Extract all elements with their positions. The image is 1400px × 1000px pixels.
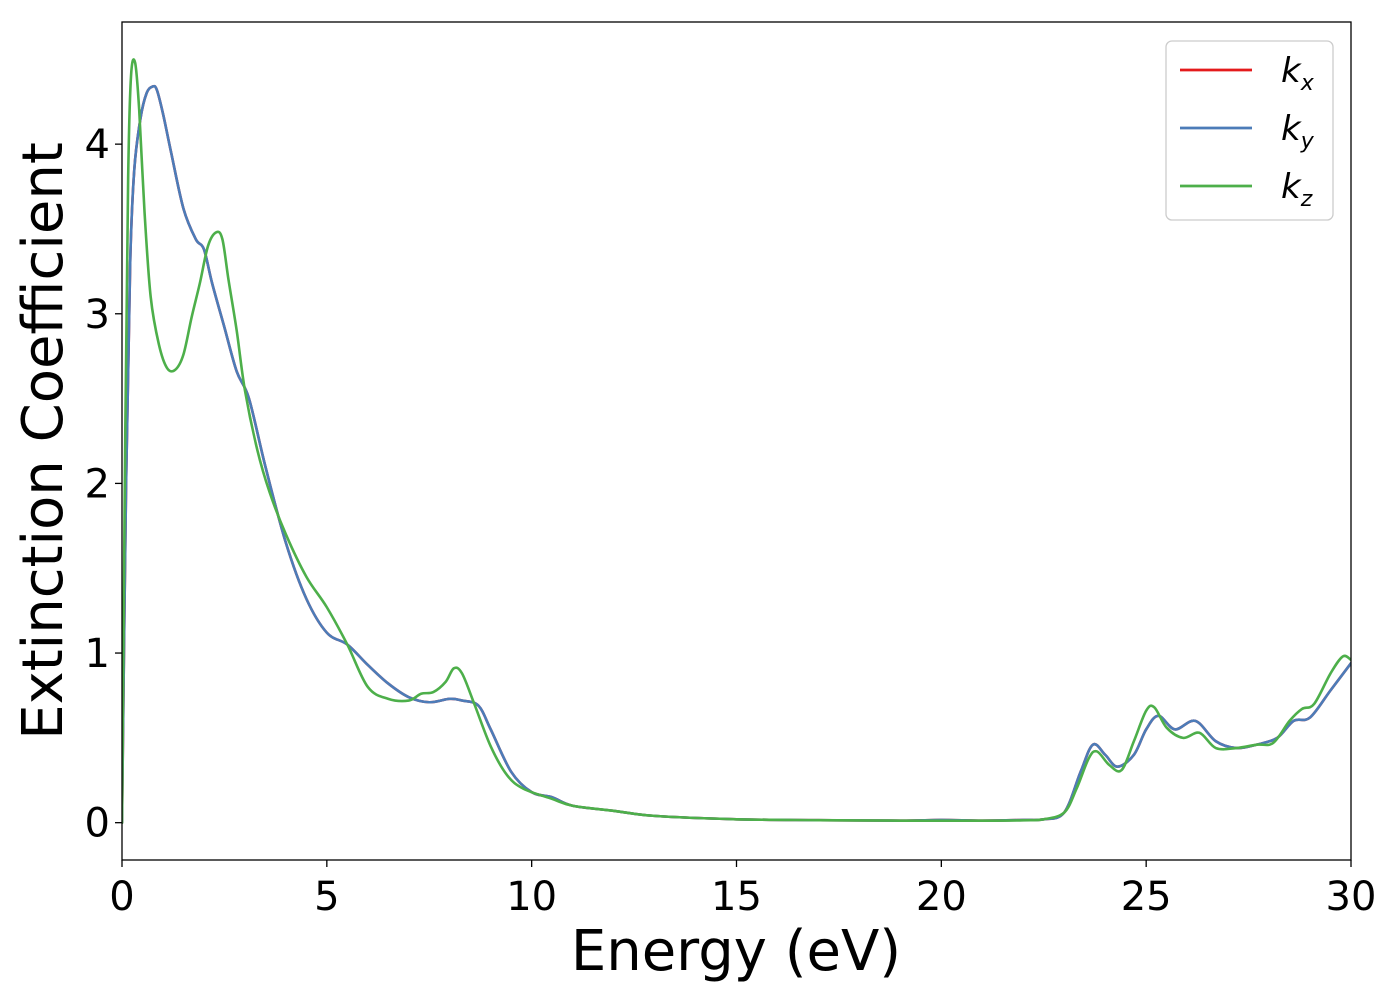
x-tick-label: 25 — [1121, 874, 1172, 920]
y-tick-label: 4 — [85, 122, 110, 168]
y-tick-label: 2 — [85, 461, 110, 507]
legend-label-kz: kz — [1281, 167, 1313, 212]
legend: kx ky kz — [1165, 40, 1334, 221]
series-line-kz — [122, 58, 1351, 824]
legend-label-kx: kx — [1281, 51, 1315, 96]
x-tick-label: 20 — [916, 874, 967, 920]
x-tick-label: 30 — [1326, 874, 1377, 920]
series-line-ky — [122, 84, 1351, 824]
y-tick-label: 0 — [85, 801, 110, 847]
x-tick-label: 5 — [314, 874, 339, 920]
y-tick-label: 1 — [85, 631, 110, 677]
y-axis-ticks: 0 1 2 3 4 — [85, 122, 122, 847]
plot-area — [121, 21, 1352, 861]
legend-box — [1165, 40, 1334, 221]
x-axis-ticks: 0 5 10 15 20 25 30 — [109, 860, 1376, 920]
legend-label-ky: ky — [1281, 109, 1315, 154]
x-tick-label: 10 — [506, 874, 557, 920]
x-axis-title: Energy (eV) — [571, 919, 901, 984]
y-tick-label: 3 — [85, 292, 110, 338]
x-tick-label: 0 — [109, 874, 134, 920]
x-tick-label: 15 — [711, 874, 762, 920]
y-axis-title: Extinction Coefficient — [11, 142, 76, 740]
series-layer — [122, 58, 1351, 824]
